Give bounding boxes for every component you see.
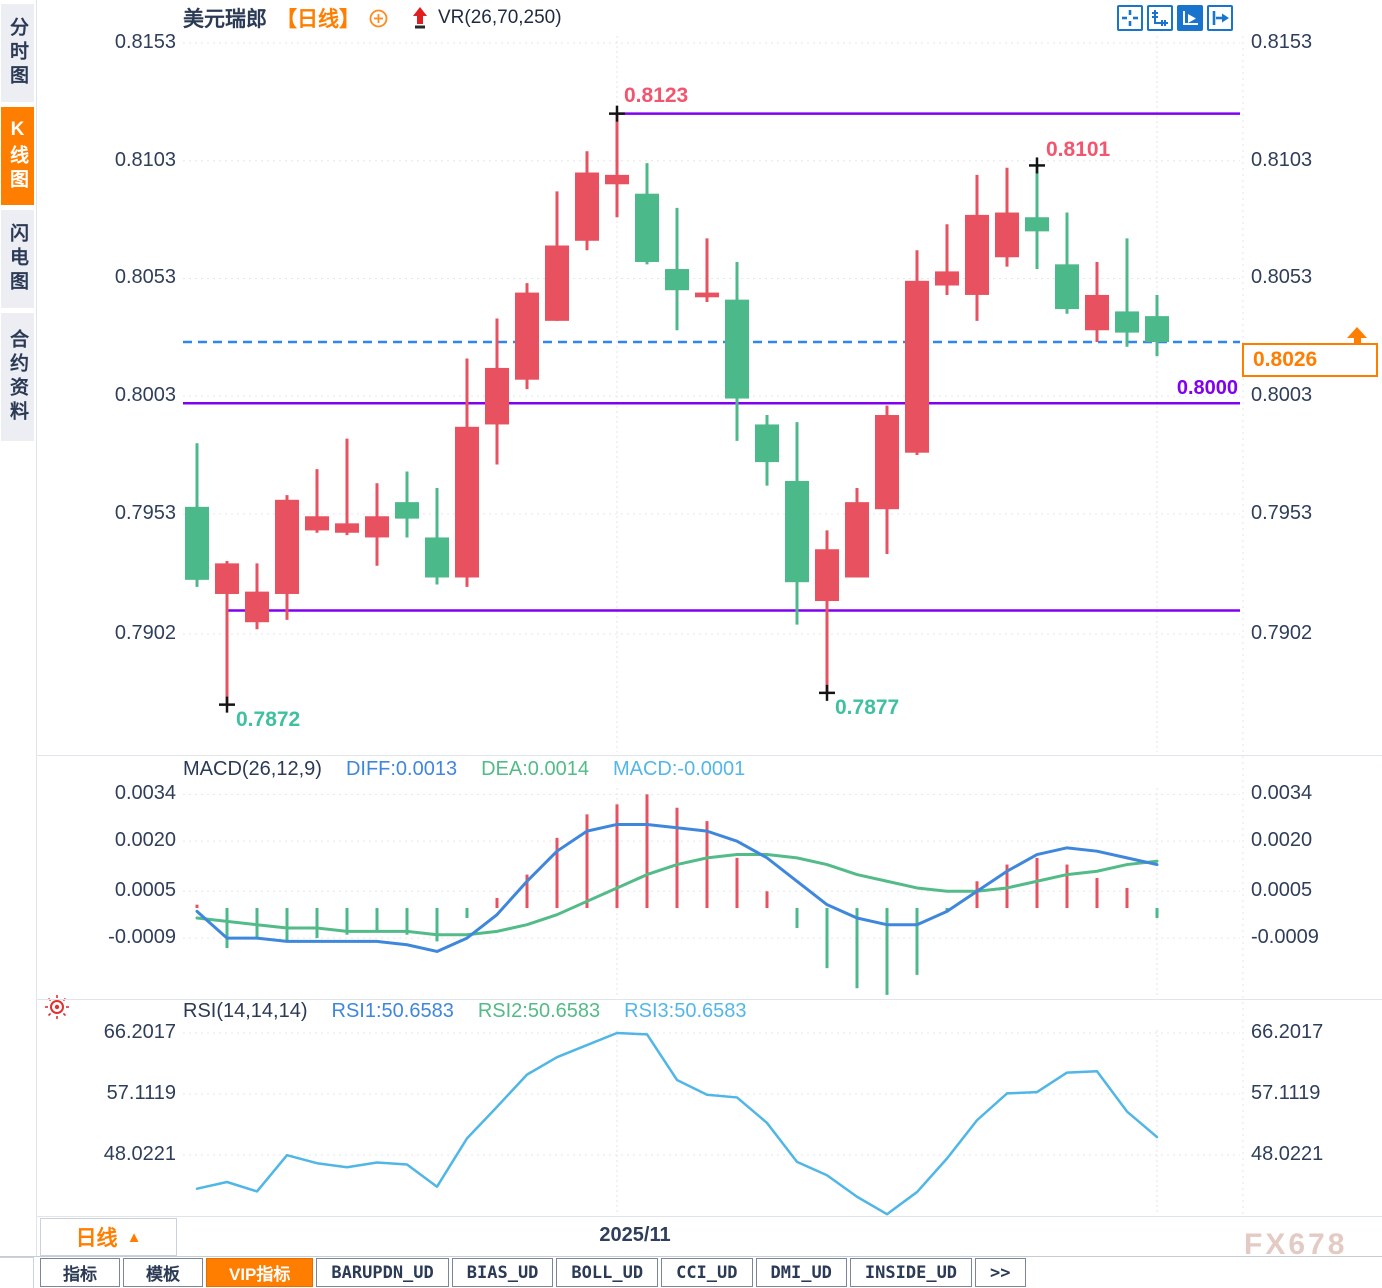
sidebar-item-kline-chart[interactable]: K线图	[1, 107, 34, 205]
macd-axis-tick-right: 0.0005	[1251, 879, 1313, 902]
panel-separator	[36, 1216, 1382, 1217]
watermark: FX678	[1244, 1228, 1348, 1261]
sidebar-item-lightning-chart[interactable]: 闪电图	[1, 210, 34, 308]
tab-boll-ud[interactable]: BOLL_UD	[556, 1258, 659, 1287]
swing-low-label-2: 0.7877	[835, 696, 900, 719]
chart-toolbar	[1117, 5, 1233, 31]
macd-hist-value: MACD:-0.0001	[612, 758, 746, 780]
period-selector-label: 日线	[75, 1227, 118, 1250]
crosshair-move-icon[interactable]	[1117, 5, 1143, 31]
macd-diff-value: DIFF:0.0013	[345, 758, 458, 780]
rsi3-value: RSI3:50.6583	[624, 1000, 747, 1022]
tab-more[interactable]: >>	[975, 1258, 1026, 1287]
x-axis-date-label: 2025/11	[599, 1224, 671, 1246]
symbol-title: 美元瑞郎	[183, 8, 267, 31]
sidebar-item-contract-info[interactable]: 合约资料	[1, 313, 34, 441]
rsi-axis-tick-left: 57.1119	[106, 1082, 176, 1104]
rsi-axis-tick-right: 57.1119	[1251, 1082, 1321, 1104]
tab-inside-ud[interactable]: INSIDE_UD	[849, 1258, 973, 1287]
rsi-header: RSI(14,14,14) RSI1:50.6583 RSI2:50.6583 …	[183, 1000, 747, 1023]
panel-separator	[36, 755, 1382, 756]
macd-axis-tick-left: 0.0034	[114, 782, 176, 805]
price-axis-tick-left: 0.8003	[114, 384, 176, 407]
price-axis-tick-left: 0.8103	[114, 148, 176, 171]
rsi-axis-tick-left: 48.0221	[103, 1143, 176, 1165]
rsi1-value: RSI1:50.6583	[331, 1000, 454, 1022]
tab-templates[interactable]: 模板	[123, 1258, 203, 1287]
tab-cci-ud[interactable]: CCI_UD	[661, 1258, 753, 1287]
sidebar: 分时图 K线图 闪电图 合约资料	[0, 0, 37, 1257]
tab-bias-ud[interactable]: BIAS_UD	[451, 1258, 554, 1287]
macd-axis-tick-right: 0.0020	[1251, 829, 1313, 852]
price-axis-tick-left: 0.7902	[114, 622, 176, 644]
axis-adjust-icon[interactable]	[1147, 5, 1173, 31]
macd-axis-tick-right: 0.0034	[1251, 782, 1313, 805]
tab-vip-indicators[interactable]: VIP指标	[206, 1258, 314, 1287]
price-axis-tick-left: 0.8153	[114, 31, 176, 53]
macd-axis-tick-right: -0.0009	[1251, 926, 1319, 949]
panel-separator	[36, 999, 1382, 1000]
chart-header: 美元瑞郎 【日线】 VR(26,70,250)	[183, 4, 562, 32]
swing-high-label: 0.8101	[1046, 138, 1111, 161]
macd-dea-value: DEA:0.0014	[481, 758, 589, 780]
macd-axis-tick-left: 0.0020	[114, 829, 176, 852]
macd-axis-tick-left: -0.0009	[108, 926, 176, 949]
panel-collapse-icon[interactable]	[1207, 5, 1233, 31]
swing-low-label-1: 0.7872	[236, 708, 301, 731]
tabbar-separator	[0, 1256, 1382, 1257]
price-axis-tick-right: 0.8103	[1251, 148, 1313, 171]
macd-axis-tick-left: 0.0005	[114, 879, 176, 902]
sidebar-item-time-chart[interactable]: 分时图	[1, 4, 34, 102]
rsi-title: RSI(14,14,14)	[183, 1000, 308, 1022]
triangle-up-icon: ▲	[126, 1228, 142, 1246]
period-tag: 【日线】	[276, 8, 360, 31]
tab-indicators[interactable]: 指标	[40, 1258, 120, 1287]
price-alert-arrow-icon	[1347, 327, 1367, 338]
macd-title: MACD(26,12,9)	[183, 758, 322, 780]
resistance-label: 0.8123	[624, 84, 689, 107]
price-axis-tick-left: 0.7953	[114, 501, 176, 524]
price-axis-tick-right: 0.7953	[1251, 501, 1313, 524]
price-axis-tick-right: 0.8003	[1251, 384, 1313, 407]
current-price-tag: 0.8026	[1242, 343, 1378, 377]
rsi-axis-tick-left: 66.2017	[103, 1021, 176, 1043]
tab-dmi-ud[interactable]: DMI_UD	[755, 1258, 847, 1287]
period-selector[interactable]: 日线 ▲	[40, 1218, 177, 1256]
up-arrow-icon	[411, 6, 429, 30]
macd-header: MACD(26,12,9) DIFF:0.0013 DEA:0.0014 MAC…	[183, 758, 745, 781]
price-axis-tick-left: 0.8053	[114, 266, 176, 289]
tab-barupdn-ud[interactable]: BARUPDN_UD	[316, 1258, 449, 1287]
add-indicator-icon[interactable]	[369, 9, 388, 28]
rsi-axis-tick-right: 48.0221	[1251, 1143, 1324, 1165]
price-axis-tick-right: 0.7902	[1251, 622, 1313, 644]
vr-indicator-label: VR(26,70,250)	[438, 7, 562, 28]
price-alert-arrow-stem	[1354, 337, 1361, 345]
price-axis-tick-right: 0.8053	[1251, 266, 1313, 289]
indicator-tabbar: 指标 模板 VIP指标 BARUPDN_UD BIAS_UD BOLL_UD C…	[40, 1258, 1026, 1288]
rsi-axis-tick-right: 66.2017	[1251, 1021, 1324, 1043]
price-axis-tick-right: 0.8153	[1251, 31, 1313, 53]
rsi2-value: RSI2:50.6583	[477, 1000, 601, 1022]
sidebar-bottom-cell	[0, 1257, 34, 1288]
support-level-label: 0.8000	[1176, 377, 1238, 399]
axis-play-icon[interactable]	[1177, 5, 1203, 31]
